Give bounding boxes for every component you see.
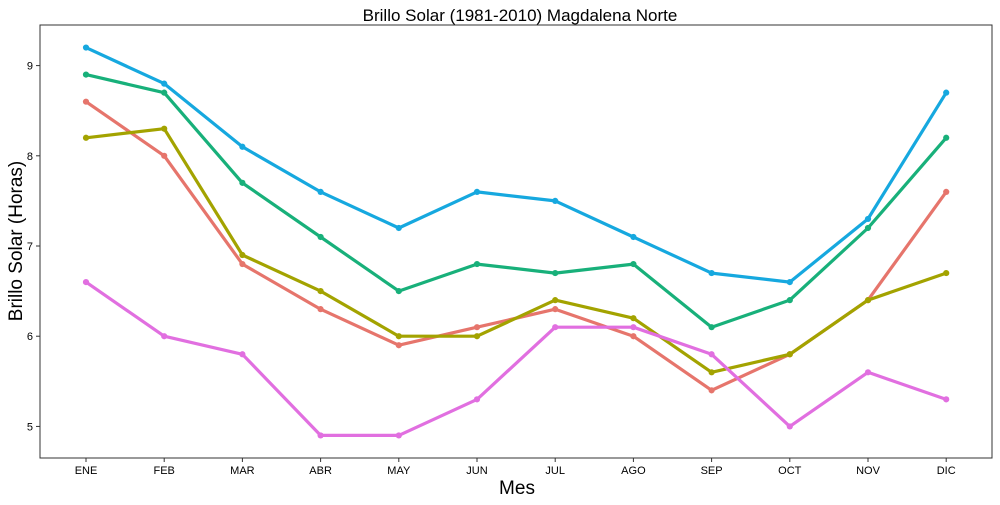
data-point bbox=[786, 297, 793, 304]
data-point bbox=[395, 342, 402, 349]
data-point bbox=[864, 369, 872, 376]
data-point bbox=[395, 224, 402, 232]
data-point bbox=[161, 152, 168, 159]
data-point bbox=[786, 351, 793, 358]
x-axis-title: Mes bbox=[499, 478, 535, 499]
data-point bbox=[473, 396, 481, 403]
data-point bbox=[552, 197, 559, 205]
x-tick-label: SEP bbox=[701, 465, 723, 477]
data-point bbox=[943, 89, 950, 96]
data-point bbox=[239, 260, 246, 268]
data-point bbox=[552, 297, 559, 304]
data-point bbox=[864, 215, 872, 223]
series-line bbox=[84, 72, 948, 329]
y-tick-label: 9 bbox=[27, 61, 33, 73]
data-point bbox=[161, 333, 168, 340]
data-point bbox=[161, 80, 168, 87]
data-point bbox=[82, 278, 90, 286]
data-point bbox=[943, 269, 950, 277]
series-3 bbox=[82, 71, 950, 331]
data-point bbox=[317, 306, 324, 313]
data-point bbox=[239, 143, 246, 150]
data-point bbox=[864, 224, 872, 232]
chart-title: Brillo Solar (1981-2010) Magdalena Norte bbox=[363, 6, 678, 25]
data-point bbox=[239, 251, 246, 259]
series-layer bbox=[82, 44, 950, 439]
y-tick-label: 7 bbox=[27, 241, 33, 253]
data-point bbox=[708, 387, 715, 394]
data-point bbox=[708, 324, 715, 331]
x-tick-label: AGO bbox=[621, 465, 646, 477]
data-point bbox=[786, 278, 793, 286]
y-axis: 5 6 7 8 9 bbox=[27, 61, 40, 433]
data-point bbox=[708, 269, 715, 277]
x-tick-label: MAR bbox=[230, 465, 255, 477]
data-point bbox=[317, 233, 324, 241]
y-tick-label: 6 bbox=[27, 331, 33, 343]
x-tick-label: JUN bbox=[466, 465, 487, 477]
data-point bbox=[630, 324, 637, 331]
data-point bbox=[82, 44, 90, 51]
data-point bbox=[708, 351, 715, 358]
data-point bbox=[473, 333, 481, 340]
data-point bbox=[82, 71, 90, 78]
series-4 bbox=[82, 44, 950, 286]
series-5 bbox=[82, 278, 950, 439]
data-point bbox=[473, 260, 481, 268]
data-point bbox=[552, 306, 559, 313]
series-line bbox=[84, 127, 948, 374]
data-point bbox=[630, 260, 637, 268]
x-tick-label: OCT bbox=[778, 465, 802, 477]
x-tick-label: MAY bbox=[387, 465, 411, 477]
x-tick-label: NOV bbox=[856, 465, 881, 477]
data-point bbox=[82, 98, 90, 105]
data-point bbox=[317, 188, 324, 195]
data-point bbox=[161, 125, 168, 132]
data-point bbox=[473, 324, 481, 331]
series-2 bbox=[82, 125, 950, 376]
data-point bbox=[317, 432, 324, 439]
series-line bbox=[84, 280, 948, 437]
series-line bbox=[84, 45, 948, 284]
data-point bbox=[630, 233, 637, 241]
x-axis: ENE FEB MAR ABR MAY JUN JUL AGO SEP OCT NOV DIC bbox=[75, 458, 956, 477]
data-point bbox=[630, 315, 637, 322]
x-tick-label: DIC bbox=[937, 465, 956, 477]
data-point bbox=[395, 432, 402, 439]
data-point bbox=[395, 288, 402, 295]
data-point bbox=[317, 288, 324, 295]
data-point bbox=[552, 324, 559, 331]
y-tick-label: 8 bbox=[27, 151, 33, 163]
data-point bbox=[395, 333, 402, 340]
data-point bbox=[943, 188, 950, 195]
y-tick-label: 5 bbox=[27, 421, 33, 433]
data-point bbox=[786, 423, 793, 430]
data-point bbox=[943, 134, 950, 141]
data-point bbox=[473, 188, 481, 195]
data-point bbox=[708, 369, 715, 376]
plot-panel bbox=[39, 24, 993, 459]
x-tick-label: FEB bbox=[153, 465, 174, 477]
y-axis-title: Brillo Solar (Horas) bbox=[6, 161, 27, 321]
data-point bbox=[82, 134, 90, 141]
x-tick-label: JUL bbox=[545, 465, 565, 477]
x-tick-label: ABR bbox=[309, 465, 332, 477]
data-point bbox=[630, 333, 637, 340]
data-point bbox=[161, 89, 168, 96]
data-point bbox=[239, 179, 246, 186]
data-point bbox=[239, 351, 246, 358]
x-tick-label: ENE bbox=[75, 465, 98, 477]
data-point bbox=[943, 396, 950, 403]
data-point bbox=[864, 297, 872, 304]
data-point bbox=[552, 269, 559, 277]
